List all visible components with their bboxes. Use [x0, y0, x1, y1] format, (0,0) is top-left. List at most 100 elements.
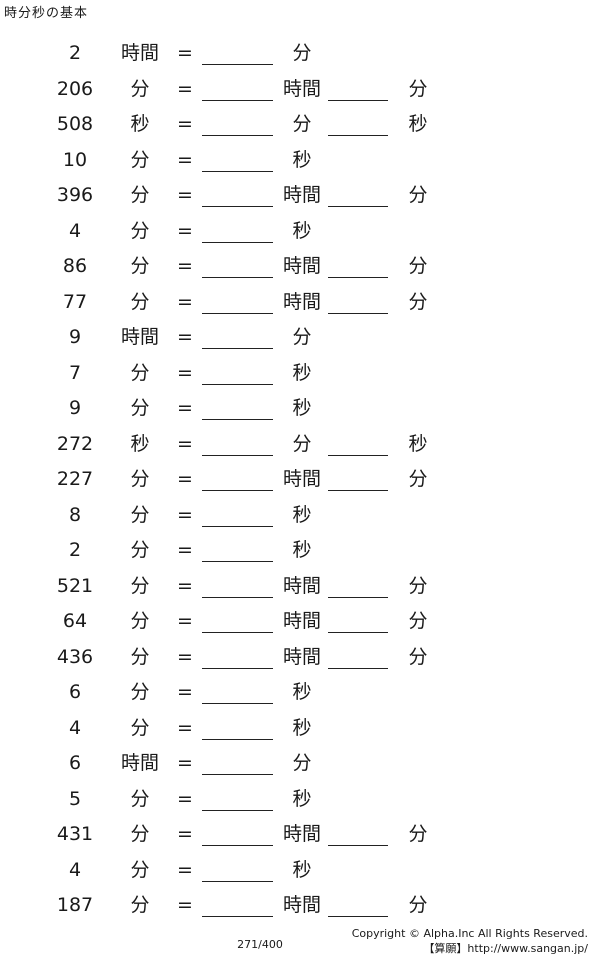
- answer-unit-1: 分: [292, 752, 312, 774]
- answer-blank-1[interactable]: [202, 361, 273, 385]
- given-unit: 分: [130, 468, 150, 490]
- equals-sign: =: [177, 113, 193, 135]
- answer-blank-1[interactable]: [202, 112, 273, 136]
- footer: Copyright © Alpha.Inc All Rights Reserve…: [352, 926, 588, 956]
- equals-sign: =: [177, 539, 193, 561]
- equals-sign: =: [177, 397, 193, 419]
- site-link[interactable]: 【算願】http://www.sangan.jp/: [423, 942, 588, 955]
- answer-blank-2[interactable]: [328, 467, 388, 491]
- answer-blank-1[interactable]: [202, 822, 273, 846]
- problem-row: 4 分 = 秒: [0, 214, 600, 250]
- given-unit: 時間: [120, 752, 159, 774]
- answer-unit-1: 秒: [292, 397, 312, 419]
- answer-unit-1: 時間: [282, 255, 321, 277]
- answer-unit-1: 秒: [292, 219, 312, 242]
- given-value: 2: [68, 42, 82, 64]
- problem-row: 431 分 = 時間 分: [0, 817, 600, 853]
- given-value: 9: [68, 397, 82, 419]
- answer-blank-1[interactable]: [202, 751, 273, 775]
- answer-blank-1[interactable]: [202, 467, 273, 491]
- given-unit: 分: [130, 361, 150, 384]
- answer-unit-1: 時間: [282, 468, 321, 490]
- answer-blank-2[interactable]: [328, 432, 388, 456]
- given-value: 508: [56, 113, 94, 135]
- answer-unit-2: 分: [408, 610, 428, 632]
- answer-blank-1[interactable]: [202, 680, 273, 704]
- given-unit: 分: [130, 645, 150, 668]
- answer-blank-1[interactable]: [202, 325, 273, 349]
- answer-unit-2: 分: [408, 77, 428, 100]
- problem-row: 2 分 = 秒: [0, 533, 600, 569]
- given-value: 431: [56, 823, 94, 845]
- equals-sign: =: [177, 326, 193, 348]
- answer-blank-1[interactable]: [202, 396, 273, 420]
- given-value: 6: [68, 681, 82, 703]
- answer-blank-1[interactable]: [202, 41, 273, 65]
- answer-unit-1: 時間: [282, 645, 321, 668]
- answer-unit-1: 時間: [282, 823, 321, 845]
- answer-blank-1[interactable]: [202, 290, 273, 314]
- answer-blank-1[interactable]: [202, 183, 273, 207]
- problem-row: 6 分 = 秒: [0, 675, 600, 711]
- answer-unit-1: 秒: [292, 858, 312, 881]
- answer-blank-2[interactable]: [328, 574, 388, 598]
- answer-unit-2: 分: [408, 255, 428, 277]
- answer-blank-1[interactable]: [202, 432, 273, 456]
- given-value: 7: [68, 361, 82, 384]
- equals-sign: =: [177, 503, 193, 526]
- answer-blank-1[interactable]: [202, 538, 273, 562]
- answer-unit-2: 分: [408, 645, 428, 668]
- answer-blank-1[interactable]: [202, 645, 273, 669]
- problem-row: 9 時間 = 分: [0, 320, 600, 356]
- given-unit: 分: [130, 503, 150, 526]
- answer-blank-2[interactable]: [328, 893, 388, 917]
- given-value: 77: [62, 290, 88, 313]
- answer-blank-2[interactable]: [328, 609, 388, 633]
- answer-unit-1: 時間: [282, 77, 321, 100]
- answer-unit-1: 時間: [282, 610, 321, 632]
- answer-unit-1: 秒: [292, 539, 312, 561]
- given-unit: 時間: [120, 326, 159, 348]
- answer-blank-1[interactable]: [202, 787, 273, 811]
- answer-blank-1[interactable]: [202, 574, 273, 598]
- answer-blank-2[interactable]: [328, 112, 388, 136]
- answer-blank-2[interactable]: [328, 645, 388, 669]
- answer-blank-1[interactable]: [202, 858, 273, 882]
- answer-blank-1[interactable]: [202, 219, 273, 243]
- answer-blank-1[interactable]: [202, 716, 273, 740]
- problem-row: 396 分 = 時間 分: [0, 178, 600, 214]
- answer-blank-2[interactable]: [328, 77, 388, 101]
- equals-sign: =: [177, 148, 193, 171]
- answer-blank-1[interactable]: [202, 254, 273, 278]
- answer-unit-1: 分: [292, 326, 312, 348]
- given-unit: 時間: [120, 42, 159, 64]
- answer-blank-2[interactable]: [328, 822, 388, 846]
- answer-blank-1[interactable]: [202, 893, 273, 917]
- answer-blank-1[interactable]: [202, 148, 273, 172]
- answer-blank-1[interactable]: [202, 503, 273, 527]
- answer-blank-2[interactable]: [328, 290, 388, 314]
- answer-blank-1[interactable]: [202, 609, 273, 633]
- problem-row: 508 秒 = 分 秒: [0, 107, 600, 143]
- problem-row: 521 分 = 時間 分: [0, 569, 600, 605]
- answer-unit-1: 秒: [292, 681, 312, 703]
- equals-sign: =: [177, 645, 193, 668]
- given-unit: 分: [130, 823, 150, 845]
- given-unit: 分: [130, 858, 150, 881]
- given-unit: 分: [130, 255, 150, 277]
- given-unit: 分: [130, 894, 150, 916]
- given-unit: 分: [130, 610, 150, 632]
- problem-row: 206 分 = 時間 分: [0, 72, 600, 108]
- answer-unit-1: 秒: [292, 148, 312, 171]
- equals-sign: =: [177, 77, 193, 100]
- answer-blank-2[interactable]: [328, 183, 388, 207]
- given-value: 4: [68, 716, 82, 739]
- equals-sign: =: [177, 716, 193, 739]
- answer-blank-2[interactable]: [328, 254, 388, 278]
- answer-blank-1[interactable]: [202, 77, 273, 101]
- given-value: 187: [56, 894, 94, 916]
- problem-list: 2 時間 = 分 206 分 = 時間分 508 秒 = 分秒 10 分 = 秒 396 分 = 時間分 4 分 = 秒 86 分…: [0, 36, 600, 924]
- equals-sign: =: [177, 42, 193, 64]
- answer-unit-2: 秒: [408, 432, 428, 455]
- given-unit: 分: [130, 716, 150, 739]
